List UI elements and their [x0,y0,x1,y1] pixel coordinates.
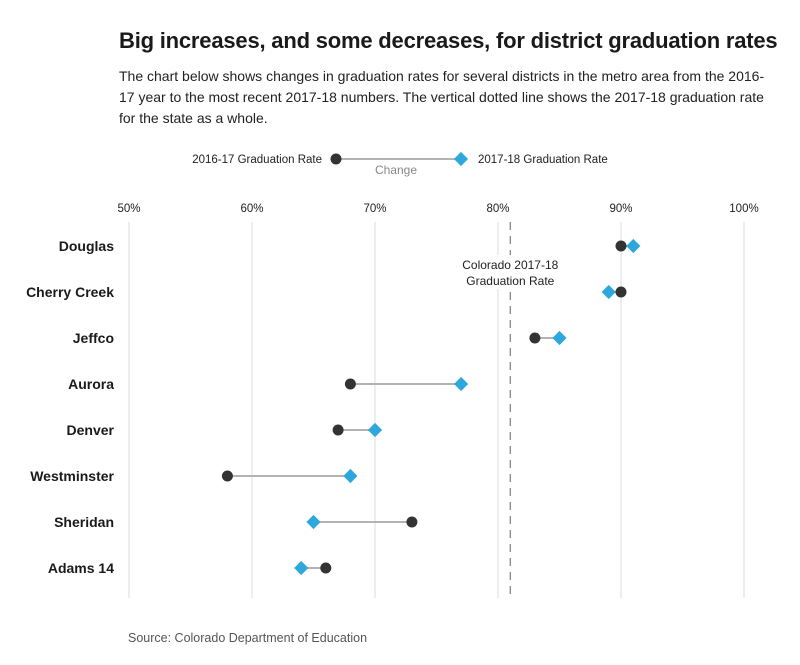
reference-annotation: Colorado 2017-18 Graduation Rate [450,255,571,289]
rate-2017-18-point [626,238,641,254]
rate-2017-18-point [552,330,567,346]
chart-title: Big increases, and some decreases, for d… [119,28,778,53]
rate-2017-18-point [601,284,616,300]
rate-2016-17-point [332,424,344,436]
rate-2016-17-point [344,378,356,390]
rate-2017-18-point [343,468,358,484]
legend-circle-marker [330,153,342,165]
district-label: Douglas [59,238,114,254]
district-row: Denver [67,422,383,438]
rate-2017-18-point [306,514,321,530]
rate-2016-17-point [615,286,627,298]
x-tick-label: 50% [117,203,140,215]
district-label: Cherry Creek [26,284,114,300]
district-row: Westminster [30,468,358,484]
x-tick-label: 80% [486,203,509,215]
district-row: Douglas [59,238,641,254]
district-row: Cherry Creek [26,284,627,300]
district-row: Jeffco [73,330,567,346]
rate-2016-17-point [615,240,627,252]
legend: 2016-17 Graduation Rate Change 2017-18 G… [192,151,608,177]
x-axis-ticks: 50% 60% 70% 80% 90% 100% [117,203,758,215]
district-label: Jeffco [73,330,114,346]
dumbbell-rows: Douglas Cherry Creek Jeffco Aurora Denver Wes… [26,238,641,576]
district-label: Westminster [30,468,114,484]
district-row: Sheridan [54,514,418,530]
rate-2016-17-point [406,516,418,528]
legend-after-label: 2017-18 Graduation Rate [478,154,608,166]
rate-2017-18-point [454,376,469,392]
district-label: Aurora [68,376,114,392]
legend-change-label: Change [375,163,417,177]
annotation-line-1: Colorado 2017-18 [462,258,558,272]
district-row: Aurora [68,376,469,392]
legend-before-label: 2016-17 Graduation Rate [192,154,322,166]
rate-2016-17-point [320,562,332,574]
chart-subtitle: The chart below shows changes in graduat… [119,68,765,126]
district-row: Adams 14 [48,560,332,576]
source-note: Source: Colorado Department of Education [128,631,368,645]
gridlines [128,222,745,598]
district-label: Adams 14 [48,560,114,576]
annotation-background [450,255,571,289]
annotation-line-2: Graduation Rate [466,274,554,288]
rate-2017-18-point [294,560,309,576]
rate-2017-18-point [367,422,383,438]
x-tick-label: 100% [729,203,758,215]
rate-2016-17-point [221,470,233,482]
rate-2016-17-point [529,332,541,344]
x-tick-label: 90% [609,203,632,215]
x-tick-label: 60% [240,203,263,215]
legend-diamond-marker [453,151,469,167]
district-label: Sheridan [54,514,114,530]
district-label: Denver [67,422,115,438]
x-tick-label: 70% [363,203,386,215]
